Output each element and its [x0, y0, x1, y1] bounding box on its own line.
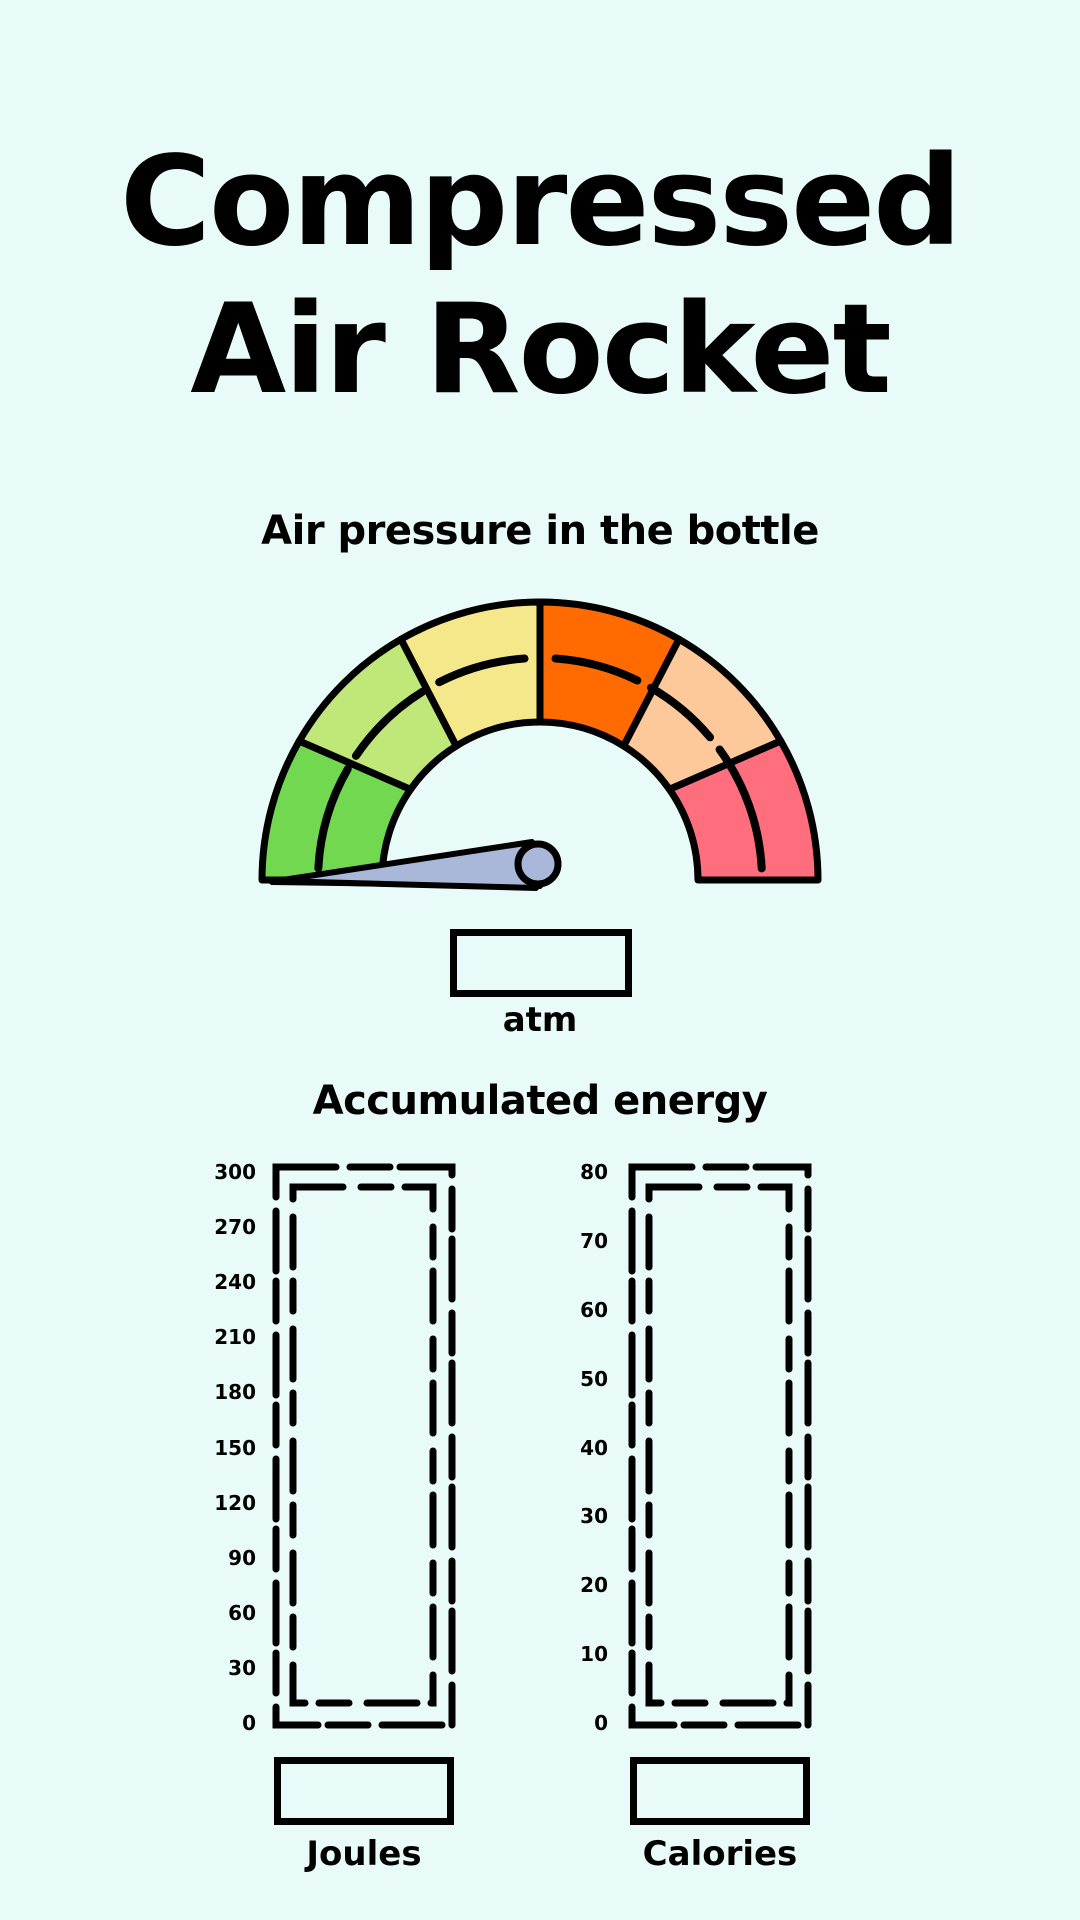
calories-bar: [628, 1163, 812, 1729]
joules-tick-label: 300: [214, 1160, 256, 1184]
title-line-1: Compressed: [120, 130, 962, 274]
calories-unit-label: Calories: [642, 1834, 798, 1874]
pressure-unit-label: atm: [502, 1000, 578, 1040]
calories-value-box[interactable]: [630, 1757, 810, 1825]
gauge-needle: [269, 839, 562, 891]
calories-tick-label: 10: [580, 1642, 608, 1667]
calories-tick-label: 30: [580, 1504, 608, 1529]
calories-tick-label: 70: [580, 1228, 608, 1253]
joules-value-box[interactable]: [274, 1757, 454, 1825]
gauge-inner-dashes: [314, 654, 766, 873]
joules-tick-label: 270: [214, 1215, 256, 1240]
joules-tick-label: 60: [228, 1600, 256, 1625]
joules-bar: [272, 1163, 456, 1729]
gauge-dash-6: [715, 745, 766, 873]
joules-tick-label: 90: [228, 1545, 256, 1570]
joules-tick-label: 0: [242, 1711, 256, 1735]
calories-tick-label: 0: [594, 1711, 608, 1735]
joules-tick-label: 180: [214, 1380, 256, 1405]
joules-tick-label: 30: [228, 1655, 256, 1680]
gauge-zone-6: [665, 737, 822, 884]
joules-tick-label: 240: [214, 1270, 256, 1295]
gauge-dash-1: [314, 765, 352, 873]
calories-tick-label: 20: [580, 1573, 608, 1598]
pressure-gauge: [258, 598, 822, 884]
gauge-dash-4: [551, 654, 642, 685]
gauge-dash-3: [435, 654, 529, 687]
calories-tick-label: 80: [580, 1160, 608, 1184]
joules-tick-label: 120: [214, 1490, 256, 1515]
joules-unit-label: Joules: [306, 1834, 422, 1874]
pressure-value-box[interactable]: [450, 929, 632, 997]
pressure-heading: Air pressure in the bottle: [261, 508, 819, 554]
gauge-dash-5: [647, 683, 715, 742]
calories-tick-label: 60: [580, 1297, 608, 1322]
page-title: Compressed Air Rocket: [0, 128, 1080, 424]
calories-tick-label: 50: [580, 1366, 608, 1391]
joules-tick-label: 210: [214, 1325, 256, 1350]
joules-tick-label: 150: [214, 1435, 256, 1460]
gauge-dash-2: [351, 687, 427, 760]
title-line-2: Air Rocket: [190, 278, 891, 422]
energy-heading: Accumulated energy: [312, 1078, 768, 1124]
calories-tick-label: 40: [580, 1435, 608, 1460]
needle-pivot: [514, 840, 562, 888]
